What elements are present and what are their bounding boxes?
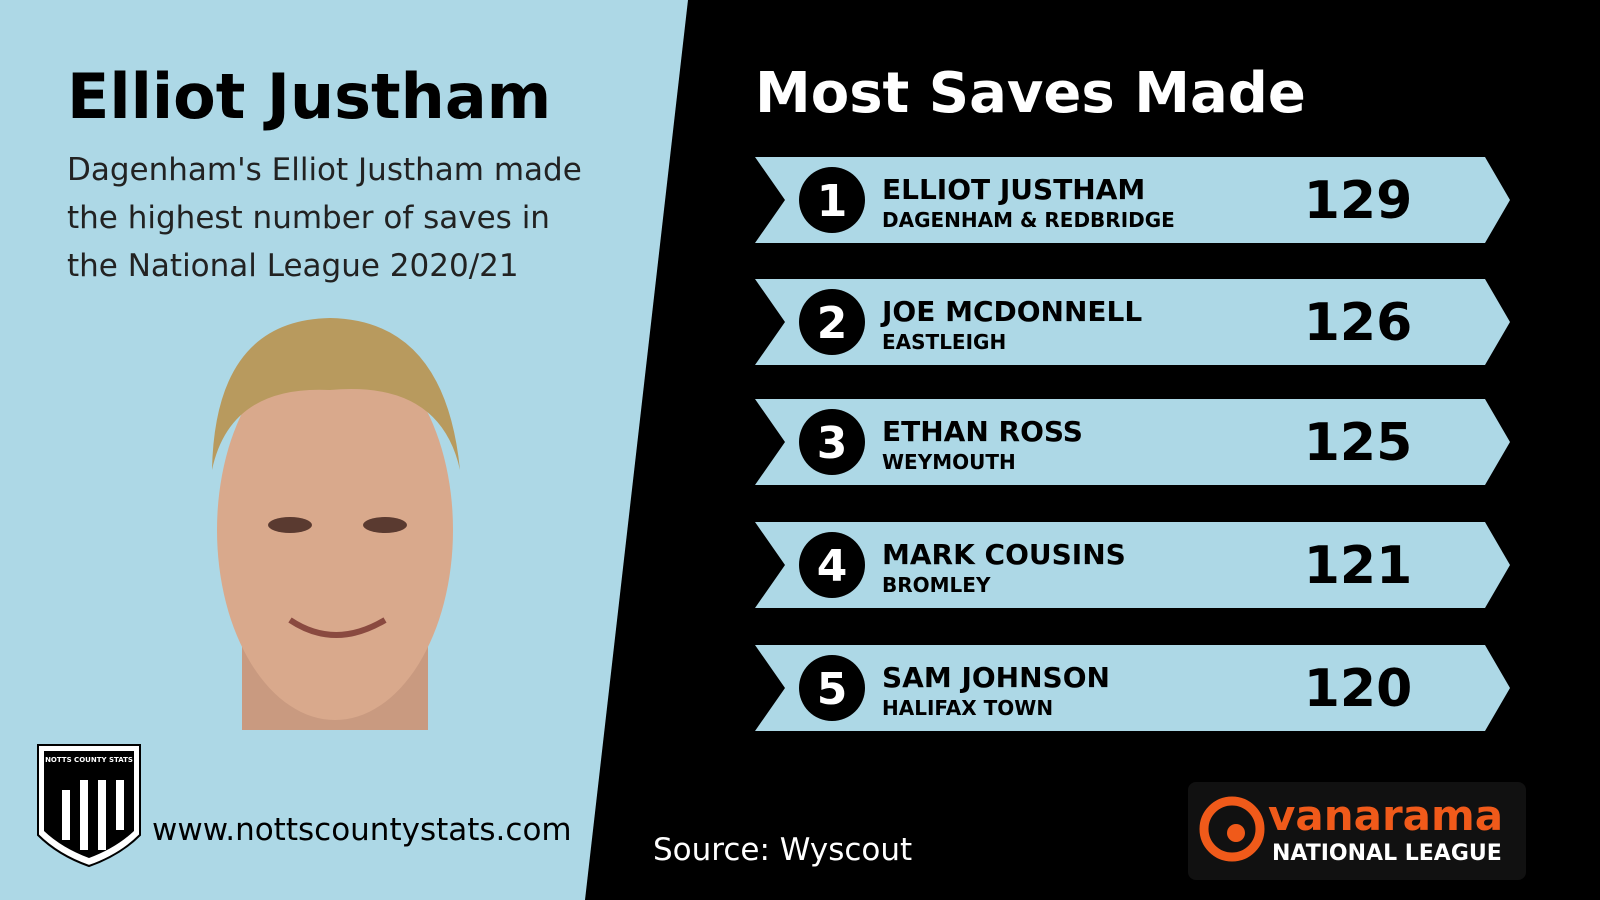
- description-line: Dagenham's Elliot Justham made: [67, 152, 582, 188]
- rank-circle: [799, 655, 865, 721]
- ribbon: [755, 399, 1510, 485]
- saves: 126: [1304, 293, 1413, 353]
- rank: 4: [817, 541, 848, 592]
- rank: 2: [817, 298, 848, 349]
- team-name: BROMLEY: [882, 573, 991, 597]
- rank: 3: [817, 418, 848, 469]
- team-name: HALIFAX TOWN: [882, 696, 1053, 720]
- player-title: Elliot Justham: [67, 60, 551, 133]
- ranking-title: Most Saves Made: [755, 61, 1306, 126]
- player-name: ELLIOT JUSTHAM: [882, 173, 1145, 206]
- player-name: JOE MCDONNELL: [880, 295, 1142, 328]
- description-line: the highest number of saves in: [67, 200, 550, 236]
- team-name: EASTLEIGH: [882, 330, 1006, 354]
- player-name: ETHAN ROSS: [882, 415, 1083, 448]
- player-name: MARK COUSINS: [882, 538, 1126, 571]
- rank-circle: [799, 409, 865, 475]
- team-name: DAGENHAM & REDBRIDGE: [882, 208, 1175, 232]
- league-logo: vanarama NATIONAL LEAGUE: [1188, 782, 1526, 880]
- description-line: the National League 2020/21: [67, 248, 519, 284]
- rank-circle: [799, 289, 865, 355]
- rank: 5: [817, 664, 848, 715]
- saves: 125: [1304, 413, 1413, 473]
- ribbon: [755, 645, 1510, 731]
- logo-league: NATIONAL LEAGUE: [1272, 841, 1502, 866]
- player-name: SAM JOHNSON: [882, 661, 1110, 694]
- rank: 1: [817, 176, 848, 227]
- badge-text: NOTTS COUNTY STATS: [45, 756, 133, 764]
- player-photo: [212, 318, 460, 730]
- saves: 129: [1304, 171, 1413, 231]
- saves: 121: [1304, 536, 1413, 596]
- team-name: WEYMOUTH: [882, 450, 1016, 474]
- source: Source: Wyscout: [653, 832, 912, 868]
- saves: 120: [1304, 659, 1413, 719]
- rank-circle: [799, 167, 865, 233]
- ribbon: [755, 522, 1510, 608]
- rank-circle: [799, 532, 865, 598]
- badge: NOTTS COUNTY STATS: [37, 744, 141, 868]
- logo-brand: vanarama: [1268, 791, 1503, 840]
- website: www.nottscountystats.com: [152, 812, 572, 848]
- ribbon: [755, 157, 1510, 243]
- ribbon: [755, 279, 1510, 365]
